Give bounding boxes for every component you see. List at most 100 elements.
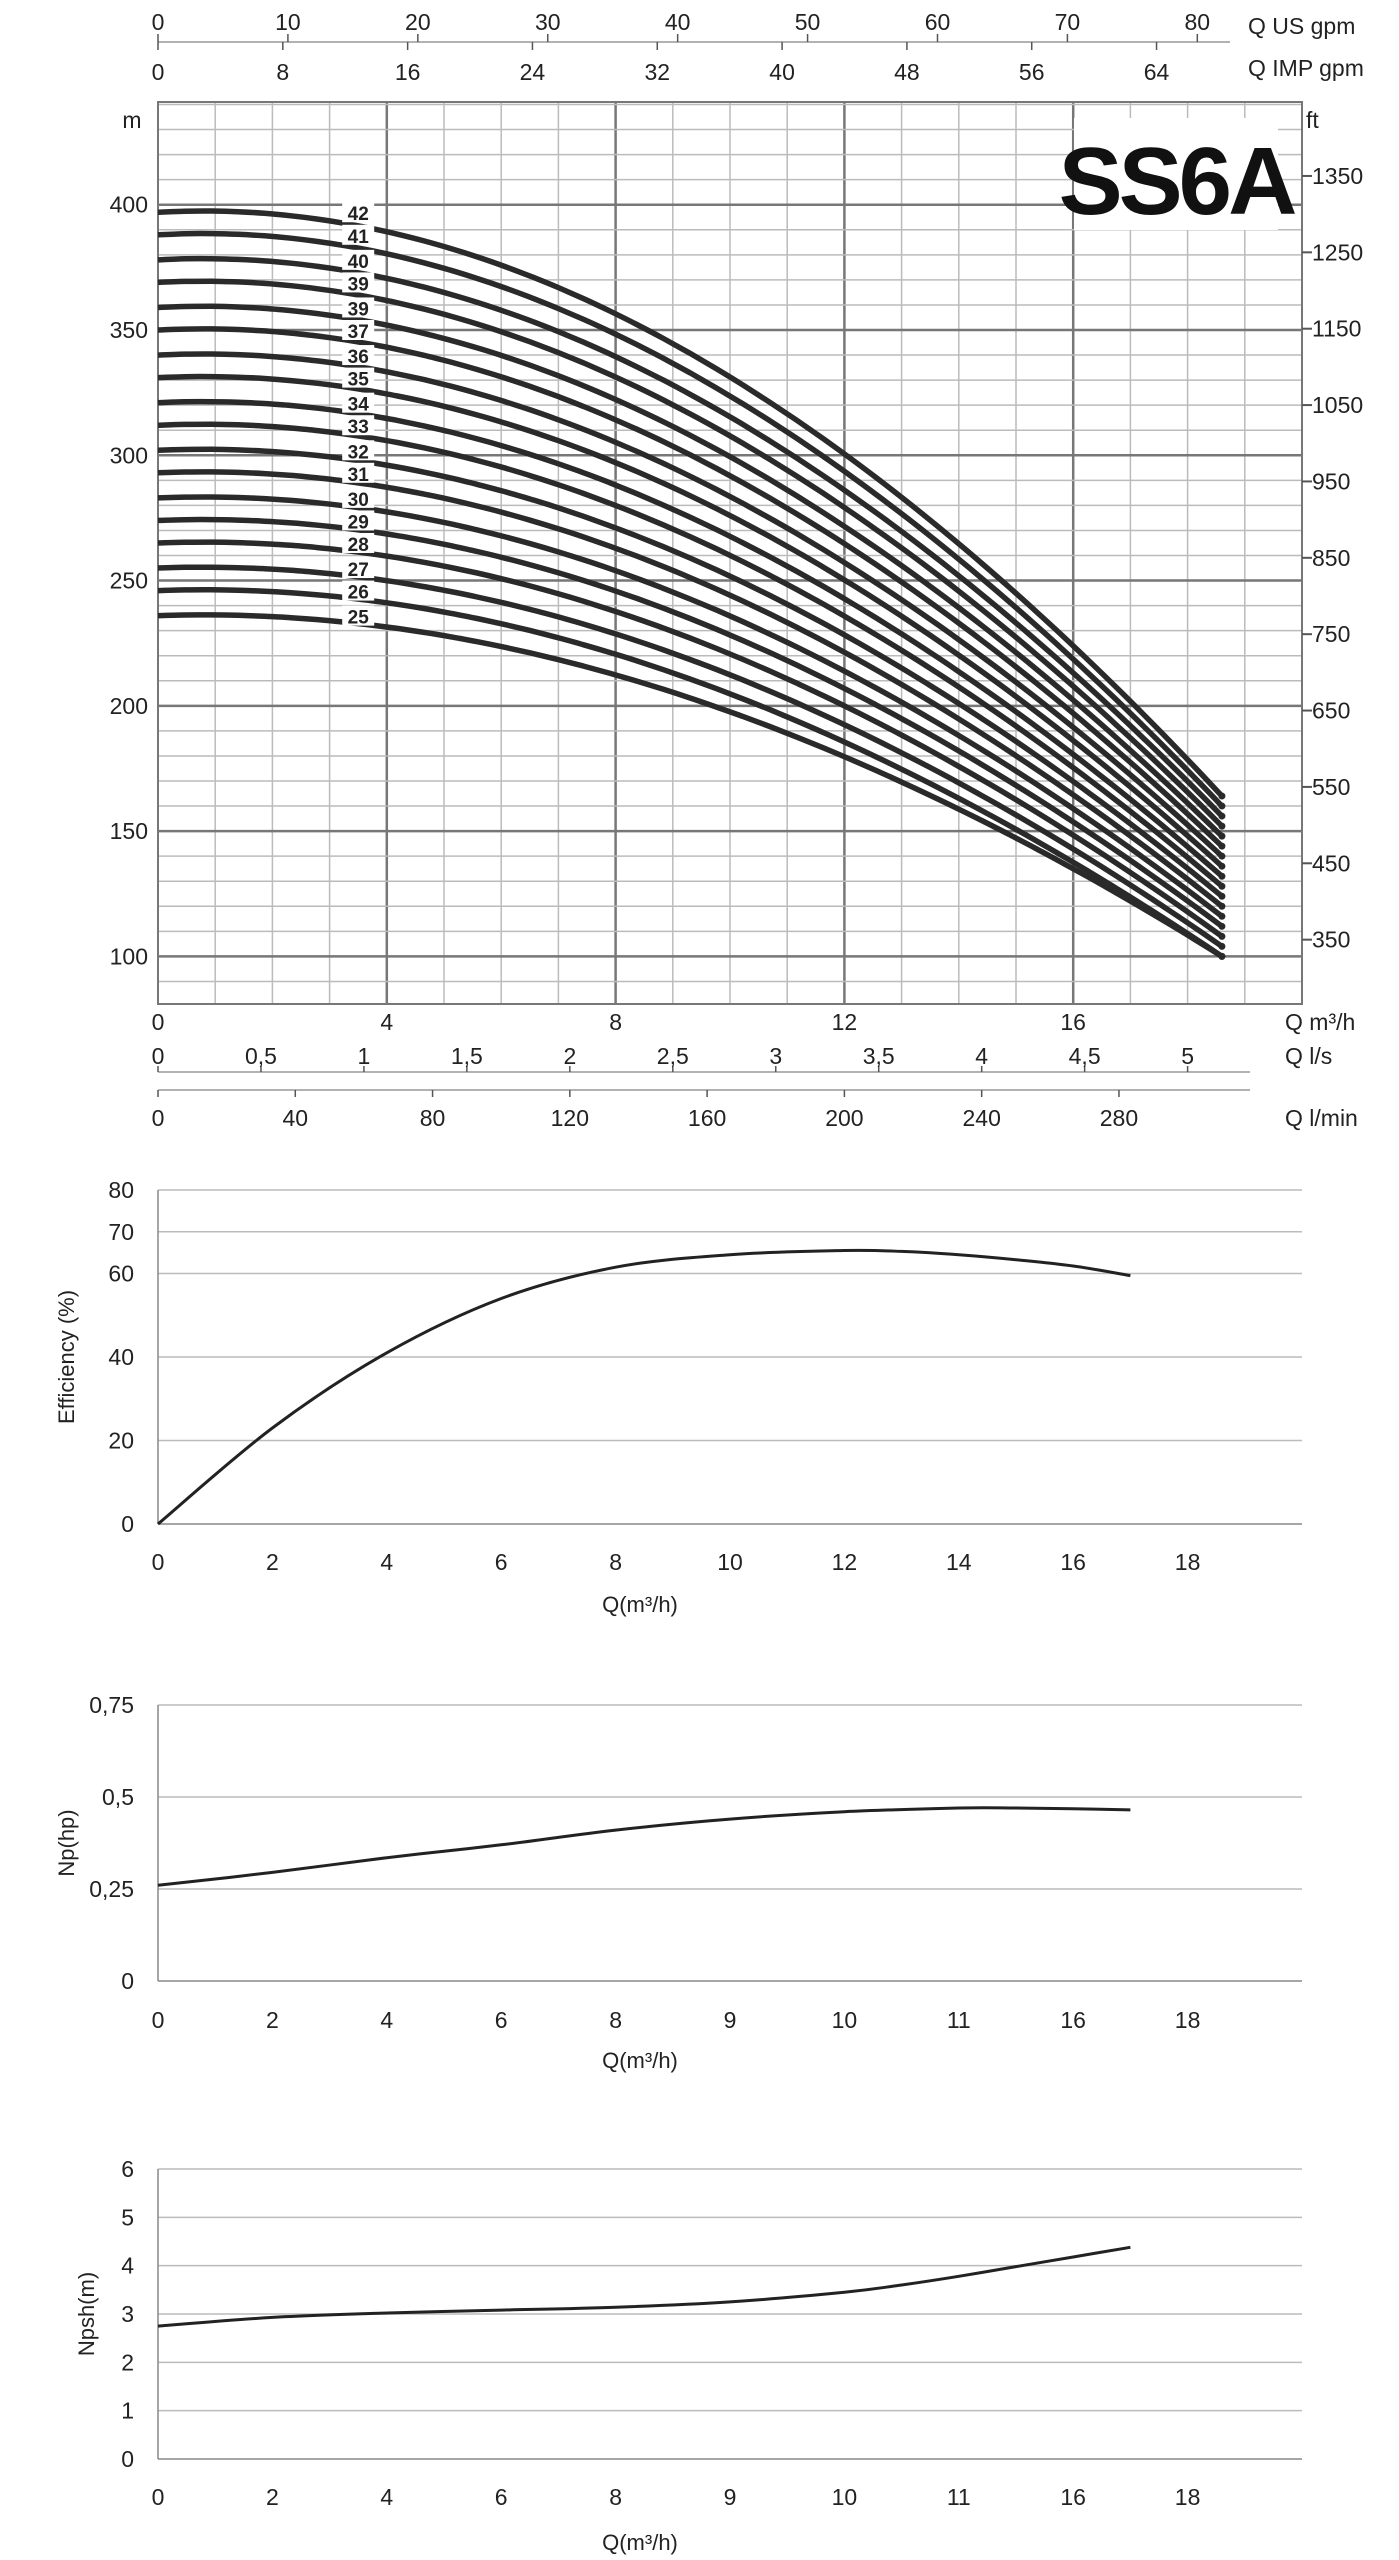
plot-frame bbox=[157, 101, 1303, 1005]
stage-label: 36 bbox=[348, 347, 369, 368]
stage-curve-29 bbox=[157, 516, 1224, 929]
x-tick-label: 18 bbox=[1175, 2007, 1201, 2033]
stage-label: 42 bbox=[348, 204, 369, 225]
lmin-tick-label: 240 bbox=[962, 1105, 1000, 1131]
stage-curve-34 bbox=[157, 398, 1224, 879]
head-chart: m100150200250300350400ft3504505506507508… bbox=[110, 9, 1364, 1131]
stage-label: 31 bbox=[348, 465, 370, 486]
impgpm-tick-label: 48 bbox=[894, 59, 920, 85]
y2-tick-label: 750 bbox=[1312, 621, 1350, 647]
usgpm-tick-label: 80 bbox=[1185, 9, 1211, 35]
stage-end-marker bbox=[1218, 872, 1226, 880]
x-tick-label: 4 bbox=[380, 1549, 393, 1575]
stage-end-marker bbox=[1218, 792, 1226, 800]
x-axis-title: Q(m³/h) bbox=[602, 1592, 678, 1617]
x-tick-label: 0 bbox=[152, 2007, 165, 2033]
lmin-tick-label: 80 bbox=[420, 1105, 446, 1131]
stage-label-bg bbox=[342, 367, 375, 388]
y-tick-label: 0 bbox=[121, 1968, 134, 1994]
stage-label: 39 bbox=[348, 274, 369, 295]
y2-tick-label: 850 bbox=[1312, 545, 1350, 571]
y-axis-title: Npsh(m) bbox=[74, 2272, 99, 2356]
stage-end-marker bbox=[1218, 902, 1226, 910]
x-tick-label: 16 bbox=[1060, 2484, 1086, 2510]
stage-curve-27 bbox=[157, 564, 1224, 949]
y-tick-label: 40 bbox=[108, 1344, 134, 1370]
ls-tick-label: 0 bbox=[152, 1043, 165, 1069]
ls-tick-label: 1 bbox=[358, 1043, 371, 1069]
impgpm-tick-label: 24 bbox=[520, 59, 546, 85]
x-tick-label: 2 bbox=[266, 1549, 279, 1575]
y2-tick-label: 1150 bbox=[1312, 316, 1361, 342]
x-tick-label: 2 bbox=[266, 2007, 279, 2033]
y2-tick-label: 350 bbox=[1312, 927, 1350, 953]
impgpm-unit: Q IMP gpm bbox=[1248, 55, 1364, 81]
x-tick-label: 10 bbox=[717, 1549, 743, 1575]
usgpm-tick-label: 20 bbox=[405, 9, 431, 35]
stage-label: 25 bbox=[348, 608, 370, 629]
stage-curve-41 bbox=[157, 230, 1224, 808]
y-tick-label: 100 bbox=[110, 943, 148, 969]
stage-label: 40 bbox=[348, 252, 369, 273]
lmin-tick-label: 160 bbox=[688, 1105, 726, 1131]
stage-curve-28 bbox=[157, 539, 1224, 939]
x-tick-label: 11 bbox=[947, 2007, 971, 2033]
ls-tick-label: 2 bbox=[563, 1043, 576, 1069]
stage-label-bg bbox=[342, 297, 375, 318]
x-tick-label: 4 bbox=[380, 2484, 393, 2510]
x-tick-label: 11 bbox=[947, 2484, 971, 2510]
title-badge: SS6A bbox=[1059, 128, 1295, 235]
stage-end-marker bbox=[1218, 892, 1226, 900]
x-tick-label: 4 bbox=[380, 2007, 393, 2033]
stage-curve-36 bbox=[157, 351, 1224, 859]
y-tick-label: 0,75 bbox=[89, 1692, 134, 1718]
impgpm-tick-label: 8 bbox=[276, 59, 289, 85]
ls-tick-label: 4 bbox=[975, 1043, 988, 1069]
stage-label-bg bbox=[342, 345, 375, 366]
y-axis-unit-m: m bbox=[122, 107, 141, 133]
y-tick-label: 5 bbox=[121, 2204, 134, 2230]
impgpm-tick-label: 16 bbox=[395, 59, 421, 85]
stage-label-bg bbox=[342, 392, 375, 413]
lmin-tick-label: 40 bbox=[282, 1105, 308, 1131]
stage-curve-39 bbox=[157, 278, 1224, 829]
stage-label-bg bbox=[342, 249, 375, 270]
y-tick-label: 0 bbox=[121, 1511, 134, 1537]
stage-label-bg bbox=[342, 415, 375, 436]
stage-label-bg bbox=[342, 224, 375, 245]
y2-tick-label: 450 bbox=[1312, 850, 1350, 876]
y-tick-label: 80 bbox=[108, 1177, 134, 1203]
power-chart: 0 0,25 0,5 0,75 0 2 4 6 8 9 10 11 16 18 Q(m³/h) Np(hp) bbox=[54, 1692, 1302, 2073]
stage-curve-30 bbox=[157, 494, 1224, 919]
y-tick-label: 2 bbox=[121, 2349, 134, 2375]
stage-end-marker bbox=[1218, 842, 1226, 850]
ls-unit: Q l/s bbox=[1285, 1043, 1332, 1069]
usgpm-tick-label: 30 bbox=[535, 9, 561, 35]
stage-curve-26 bbox=[157, 587, 1224, 959]
x-tick-label: 16 bbox=[1060, 1549, 1086, 1575]
y-axis-title: Efficiency (%) bbox=[54, 1290, 79, 1424]
stage-curve-25 bbox=[157, 612, 1224, 959]
stage-curve-39 bbox=[157, 303, 1224, 839]
stage-end-marker bbox=[1218, 922, 1226, 930]
stage-curve-37 bbox=[157, 326, 1224, 849]
stage-label-bg bbox=[342, 202, 375, 223]
stage-end-marker bbox=[1218, 882, 1226, 890]
data-line bbox=[157, 2245, 1131, 2328]
usgpm-tick-label: 60 bbox=[925, 9, 951, 35]
x-tick-label: 8 bbox=[609, 2484, 622, 2510]
x-tick-label: 18 bbox=[1175, 1549, 1201, 1575]
stage-label: 37 bbox=[348, 322, 369, 343]
y-tick-label: 250 bbox=[110, 568, 148, 594]
ls-tick-label: 0,5 bbox=[245, 1043, 277, 1069]
usgpm-tick-label: 0 bbox=[152, 9, 165, 35]
y-tick-label: 70 bbox=[108, 1219, 134, 1245]
stage-label: 28 bbox=[348, 535, 369, 556]
stage-label-bg bbox=[342, 580, 375, 601]
x-tick-label: 0 bbox=[152, 1549, 165, 1575]
impgpm-tick-label: 32 bbox=[644, 59, 670, 85]
y2-tick-label: 1250 bbox=[1312, 239, 1363, 265]
x-axis-title: Q(m³/h) bbox=[602, 2048, 678, 2073]
usgpm-tick-label: 50 bbox=[795, 9, 821, 35]
